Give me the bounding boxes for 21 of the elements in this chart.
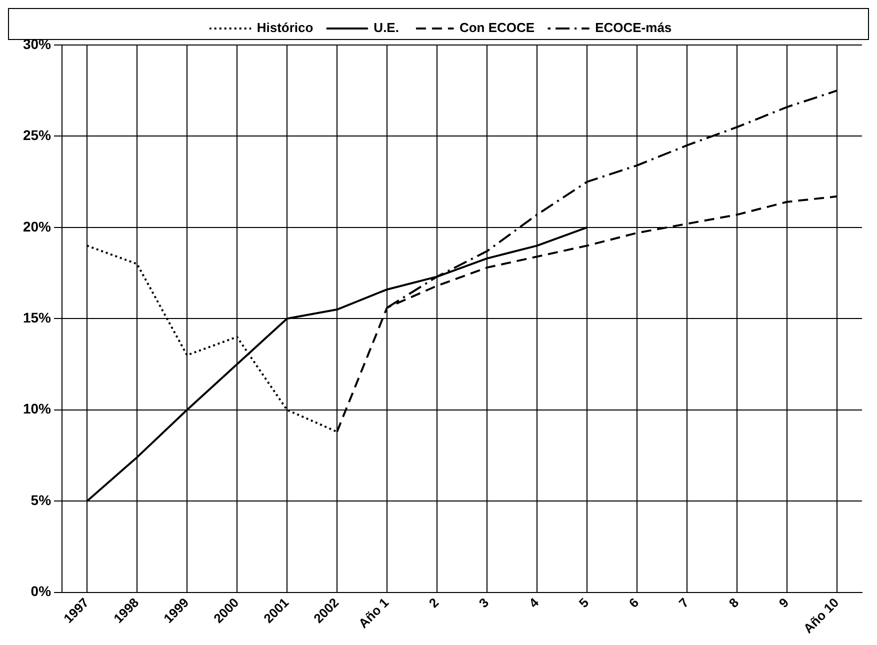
- y-tick-label: 10%: [22, 400, 52, 417]
- y-tick-label: 25%: [22, 127, 52, 144]
- y-tick-label: 0%: [30, 583, 52, 600]
- x-tick-label: 8: [726, 594, 742, 611]
- y-tick-label: 5%: [30, 492, 52, 508]
- legend-label: ECOCE-más: [595, 20, 672, 36]
- x-tick-label: 3: [476, 594, 492, 611]
- y-tick-label: 30%: [22, 36, 52, 52]
- x-tick-label: 7: [676, 594, 692, 611]
- x-tick-label: 2: [426, 594, 442, 611]
- x-tick-label: 9: [776, 594, 792, 611]
- x-tick-label: 6: [626, 594, 642, 611]
- y-tick-label: 20%: [22, 218, 52, 234]
- legend-label: Histórico: [256, 20, 314, 36]
- x-tick-label: Año 10: [800, 594, 842, 636]
- y-tick-label: 15%: [22, 310, 52, 326]
- x-tick-label: 5: [576, 594, 592, 611]
- x-tick-label: Año 1: [356, 594, 392, 632]
- legend-label: Con ECOCE: [459, 20, 535, 36]
- x-tick-label: 4: [526, 594, 542, 611]
- legend-label: U.E.: [374, 20, 399, 36]
